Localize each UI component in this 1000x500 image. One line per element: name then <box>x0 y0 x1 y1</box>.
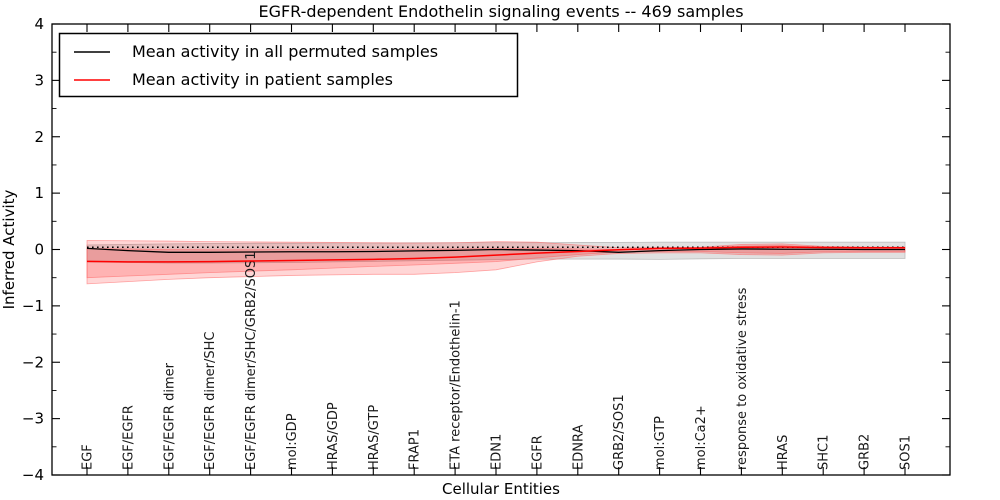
x-tick-label: FRAP1 <box>408 429 423 470</box>
y-tick-label: −1 <box>22 297 44 315</box>
x-tick-label: HRAS <box>776 435 791 470</box>
x-tick-label: SOS1 <box>899 435 914 470</box>
y-tick-label: 2 <box>34 128 44 146</box>
x-tick-label: EGFR <box>530 435 545 470</box>
legend-box <box>58 32 519 98</box>
legend-label-patient: Mean activity in patient samples <box>132 70 393 89</box>
axis-ticks <box>52 23 950 476</box>
x-tick-label: response to oxidative stress <box>735 287 750 470</box>
x-tick-label: HRAS/GDP <box>326 402 341 470</box>
y-tick-label: 3 <box>34 71 44 89</box>
x-tick-label: ETA receptor/Endothelin-1 <box>449 300 464 470</box>
x-tick-label: EGF/EGFR dimer/SHC/GRB2/SOS1 <box>244 252 259 471</box>
x-tick-label: EGF <box>81 444 96 470</box>
x-tick-label: GRB2 <box>858 434 873 470</box>
x-tick-label: EGF/EGFR dimer/SHC <box>203 332 218 470</box>
x-tick-label: mol:GTP <box>653 416 668 470</box>
y-tick-label: 1 <box>34 184 44 202</box>
y-tick-label: −3 <box>22 410 44 428</box>
x-tick-label: HRAS/GTP <box>367 405 382 470</box>
x-tick-label: EDN1 <box>490 434 505 470</box>
legend-label-permuted: Mean activity in all permuted samples <box>132 42 438 61</box>
x-axis-title: Cellular Entities <box>442 480 560 498</box>
legend: Mean activity in all permuted samples Me… <box>58 32 519 98</box>
x-tick-label: EGF/EGFR <box>121 405 136 470</box>
x-tick-label: EDNRA <box>571 425 586 470</box>
x-tick-label: GRB2/SOS1 <box>612 394 627 470</box>
x-tick-label: EGF/EGFR dimer <box>162 362 177 470</box>
x-tick-label: mol:GDP <box>285 413 300 470</box>
plot-border <box>51 23 951 476</box>
permuted-mean-line <box>86 247 905 253</box>
data-lines <box>86 246 905 263</box>
x-tick-labels: EGF EGF/EGFR EGF/EGFR dimer EGF/EGFR dimer/… <box>81 252 914 471</box>
chart-title: EGFR-dependent Endothelin signaling even… <box>258 2 743 21</box>
x-tick-label: SHC1 <box>817 435 832 470</box>
y-tick-labels: −4 −3 −2 −1 0 1 2 3 4 <box>22 15 44 484</box>
y-tick-label: 0 <box>34 241 44 259</box>
y-tick-label: −2 <box>22 353 44 371</box>
y-axis-title: Inferred Activity <box>0 189 18 309</box>
y-tick-label: 4 <box>34 15 44 33</box>
y-tick-label: −4 <box>22 466 44 484</box>
patient-band-inner <box>86 245 906 279</box>
patient-mean-line <box>86 246 905 263</box>
x-tick-label: mol:Ca2+ <box>694 405 709 470</box>
